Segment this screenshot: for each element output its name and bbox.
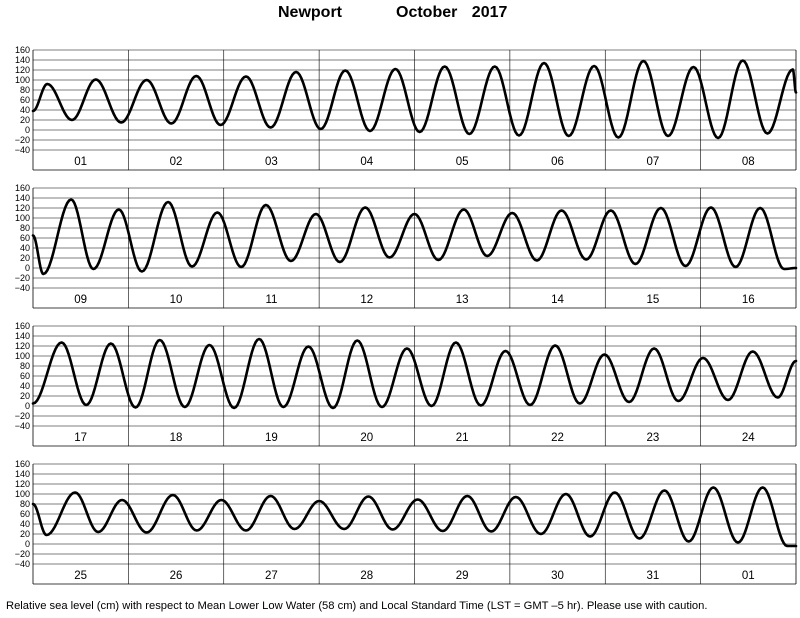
y-tick-label: 100 (15, 213, 30, 223)
y-tick-label: 140 (15, 193, 30, 203)
day-label: 05 (456, 156, 469, 168)
y-tick-label: 120 (15, 341, 30, 351)
day-label: 16 (742, 294, 755, 306)
day-label: 01 (74, 156, 87, 168)
y-tick-label: −40 (15, 145, 30, 155)
y-tick-label: 160 (15, 45, 30, 55)
day-label: 30 (551, 570, 564, 582)
day-label: 11 (265, 294, 277, 306)
y-tick-label: 100 (15, 75, 30, 85)
day-label: 29 (456, 570, 469, 582)
tide-curve (31, 198, 798, 276)
y-tick-label: −20 (15, 135, 30, 145)
y-tick-label: −20 (15, 549, 30, 559)
y-tick-label: 0 (25, 125, 30, 135)
y-tick-label: 140 (15, 331, 30, 341)
day-label: 01 (742, 570, 755, 582)
y-tick-label: 100 (15, 489, 30, 499)
day-label: 17 (74, 432, 87, 444)
y-tick-label: 40 (20, 381, 30, 391)
y-tick-label: 20 (20, 391, 30, 401)
y-tick-label: 0 (25, 263, 30, 273)
day-label: 04 (360, 156, 373, 168)
y-tick-label: 60 (20, 509, 30, 519)
day-label: 25 (74, 570, 87, 582)
day-label: 06 (551, 156, 564, 168)
tide-curve (31, 59, 798, 140)
y-tick-label: 100 (15, 351, 30, 361)
day-label: 21 (456, 432, 469, 444)
day-label: 03 (265, 156, 278, 168)
y-tick-label: 80 (20, 223, 30, 233)
day-label: 07 (647, 156, 660, 168)
day-label: 24 (742, 432, 755, 444)
y-tick-label: 80 (20, 85, 30, 95)
day-label: 09 (74, 294, 87, 306)
y-tick-label: 40 (20, 519, 30, 529)
y-tick-label: 60 (20, 371, 30, 381)
footer-note: Relative sea level (cm) with respect to … (6, 600, 708, 612)
y-tick-label: 20 (20, 253, 30, 263)
day-label: 27 (265, 570, 278, 582)
y-tick-label: 20 (20, 115, 30, 125)
day-label: 28 (360, 570, 373, 582)
day-label: 31 (647, 570, 660, 582)
y-tick-label: −20 (15, 411, 30, 421)
chart-title-row: Newport October 2017 (0, 4, 800, 26)
day-label: 02 (170, 156, 183, 168)
y-tick-label: 80 (20, 361, 30, 371)
day-label: 15 (647, 294, 660, 306)
tide-curve (31, 337, 798, 410)
y-tick-label: 0 (25, 401, 30, 411)
chart-title-station: Newport (278, 4, 342, 21)
y-tick-label: 60 (20, 233, 30, 243)
chart-title-period: October 2017 (396, 4, 508, 21)
y-tick-label: 40 (20, 243, 30, 253)
y-tick-label: 160 (15, 459, 30, 469)
y-tick-label: −40 (15, 559, 30, 569)
y-tick-label: 60 (20, 95, 30, 105)
day-label: 10 (170, 294, 183, 306)
y-tick-label: −40 (15, 283, 30, 293)
y-tick-label: −20 (15, 273, 30, 283)
day-label: 18 (170, 432, 183, 444)
y-tick-label: 160 (15, 321, 30, 331)
y-tick-label: 0 (25, 539, 30, 549)
day-label: 22 (551, 432, 564, 444)
day-label: 26 (170, 570, 183, 582)
y-tick-label: 120 (15, 479, 30, 489)
y-tick-label: 40 (20, 105, 30, 115)
y-tick-label: −40 (15, 421, 30, 431)
y-tick-label: 140 (15, 469, 30, 479)
y-tick-label: 20 (20, 529, 30, 539)
day-label: 23 (647, 432, 660, 444)
y-tick-label: 140 (15, 55, 30, 65)
day-label: 08 (742, 156, 755, 168)
day-label: 12 (360, 294, 373, 306)
y-tick-label: 120 (15, 203, 30, 213)
y-tick-label: 80 (20, 499, 30, 509)
y-tick-label: 160 (15, 183, 30, 193)
day-label: 14 (551, 294, 564, 306)
tide-curve (31, 486, 798, 548)
day-label: 19 (265, 432, 278, 444)
day-label: 13 (456, 294, 469, 306)
day-label: 20 (360, 432, 373, 444)
y-tick-label: 120 (15, 65, 30, 75)
